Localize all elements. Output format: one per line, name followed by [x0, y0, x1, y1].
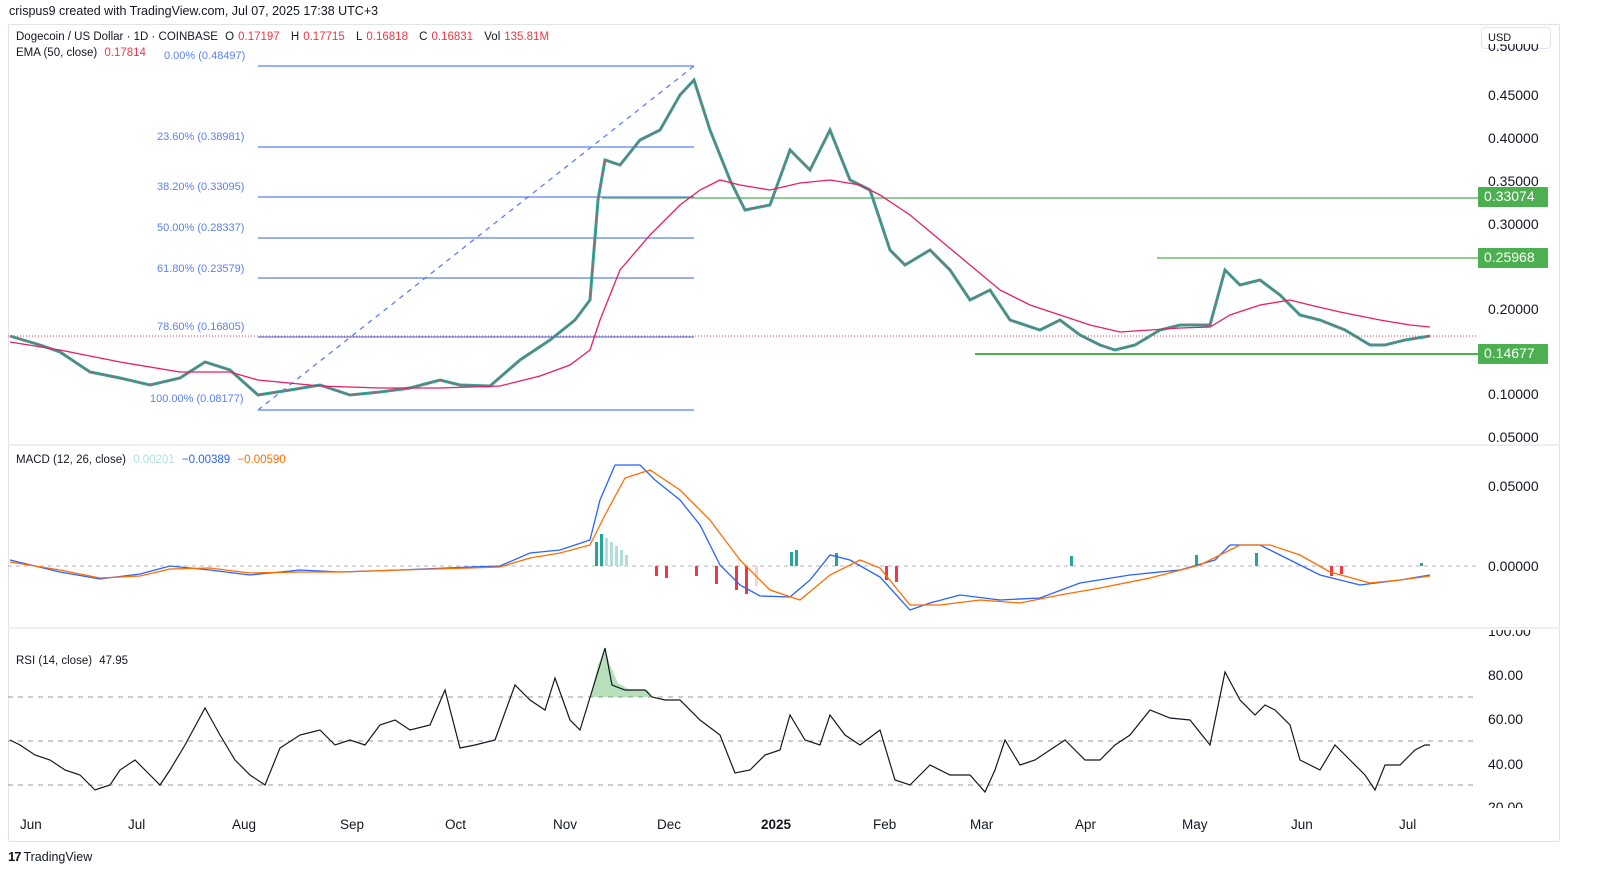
rsi-axis-label: 20.00 — [1488, 799, 1524, 808]
macd-signal-value: −0.00590 — [237, 454, 286, 466]
price-axis-label: 0.10000 — [1488, 386, 1539, 402]
fib-retracement[interactable] — [257, 65, 695, 411]
price-axis-label: 0.45000 — [1488, 87, 1539, 103]
fib-label-61-8: 61.80% (0.23579) — [157, 263, 245, 275]
rsi-bands — [8, 696, 1476, 786]
time-axis-label: Apr — [1075, 817, 1097, 832]
chart-credit: crispus9 created with TradingView.com, J… — [9, 4, 379, 18]
price-tag-resistance-2[interactable]: 0.25968 — [1478, 248, 1548, 268]
time-axis-label: Aug — [232, 817, 257, 832]
time-axis-label: May — [1182, 817, 1208, 832]
ohlc-low: L 0.16818 — [355, 31, 408, 43]
horizontal-levels[interactable] — [602, 197, 1478, 355]
macd-label: MACD (12, 26, close) — [16, 454, 126, 466]
ema-line — [9, 179, 1431, 389]
time-axis-label: Feb — [873, 817, 897, 832]
macd-signal-line — [9, 469, 1431, 606]
ohlc-volume: Vol 135.81M — [484, 31, 550, 43]
price-axis-label: 0.30000 — [1488, 216, 1539, 232]
fib-label-23-6: 23.60% (0.38981) — [157, 131, 245, 143]
time-axis-label: Jun — [20, 817, 42, 832]
time-axis-label: Nov — [553, 817, 578, 832]
macd-legend[interactable]: MACD (12, 26, close) 0.00201 −0.00389 −0… — [16, 454, 290, 466]
price-axis-label: 0.40000 — [1488, 130, 1539, 146]
price-axis-label: 0.20000 — [1488, 301, 1539, 317]
rsi-axis-label: 40.00 — [1488, 756, 1524, 772]
ema-label: EMA (50, close) — [16, 47, 98, 59]
rsi-line — [9, 647, 1430, 794]
ohlc-high: H 0.17715 — [290, 31, 345, 43]
rsi-value: 47.95 — [99, 655, 129, 667]
fib-label-38-2: 38.20% (0.33095) — [157, 181, 245, 193]
tradingview-logo-icon: 17 — [8, 849, 22, 864]
brand-name: TradingView — [23, 849, 93, 864]
ema-value: 0.17814 — [104, 47, 146, 59]
rsi-axis-label: 60.00 — [1488, 711, 1524, 727]
ohlc-open: O 0.17197 — [225, 31, 280, 43]
symbol-legend[interactable]: Dogecoin / US Dollar · 1D · COINBASE O 0.… — [16, 31, 557, 43]
macd-axis-label: 0.05000 — [1488, 478, 1539, 494]
fib-label-100: 100.00% (0.08177) — [150, 393, 244, 405]
price-candles — [9, 77, 1431, 397]
symbol-title: Dogecoin / US Dollar · 1D · COINBASE — [16, 31, 218, 43]
macd-histogram-value: 0.00201 — [133, 454, 175, 466]
rsi-legend[interactable]: RSI (14, close) 47.95 — [16, 655, 132, 667]
macd-line — [9, 464, 1431, 611]
price-axis-label: 0.05000 — [1488, 429, 1539, 445]
fib-label-50: 50.00% (0.28337) — [157, 222, 245, 234]
currency-button[interactable]: USD — [1481, 27, 1551, 49]
rsi-axis-label: 100.00 — [1488, 630, 1531, 639]
price-axis-label: 0.50000 — [1488, 44, 1539, 52]
time-axis-label: Oct — [445, 817, 467, 832]
ema-legend[interactable]: EMA (50, close) 0.17814 — [16, 47, 150, 59]
time-axis-label: Jul — [128, 817, 146, 832]
price-axis-label: 0.35000 — [1488, 173, 1539, 189]
macd-value: −0.00389 — [181, 454, 231, 466]
time-axis-label: Jun — [1291, 817, 1313, 832]
ohlc-close: C 0.16831 — [419, 31, 474, 43]
rsi-label: RSI (14, close) — [16, 655, 93, 667]
time-axis-label: 2025 — [761, 817, 792, 832]
macd-axis-label: 0.00000 — [1488, 558, 1539, 574]
pane-divider[interactable] — [8, 627, 1560, 629]
time-axis-label: Sep — [340, 817, 365, 832]
rsi-overbought-fill — [590, 648, 652, 697]
time-axis-label: Jul — [1399, 817, 1417, 832]
price-candles-down — [9, 79, 1431, 396]
price-tag-support[interactable]: 0.14677 — [1478, 344, 1548, 364]
price-tag-resistance-1[interactable]: 0.33074 — [1478, 187, 1548, 207]
tradingview-logo[interactable]: 17 TradingView — [8, 849, 92, 864]
time-axis-label: Mar — [970, 817, 994, 832]
rsi-axis-label: 80.00 — [1488, 667, 1524, 683]
fib-label-0: 0.00% (0.48497) — [164, 50, 246, 62]
time-axis-label: Dec — [657, 817, 682, 832]
chart-frame — [8, 24, 1560, 842]
pane-divider[interactable] — [8, 444, 1560, 446]
fib-label-78-6: 78.60% (0.16805) — [157, 321, 245, 333]
